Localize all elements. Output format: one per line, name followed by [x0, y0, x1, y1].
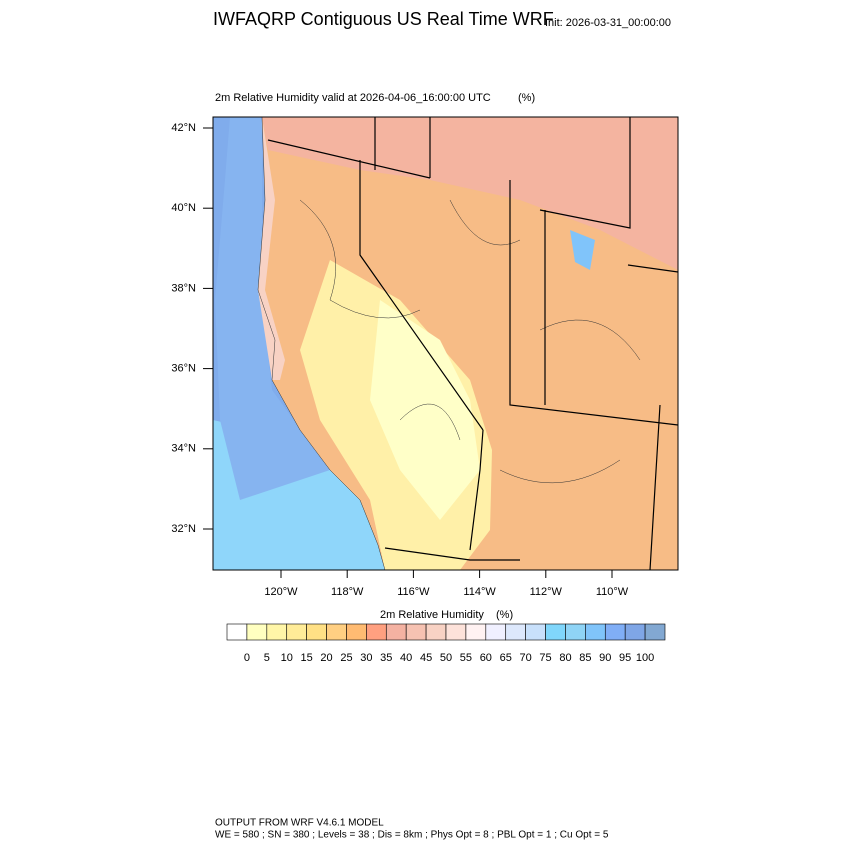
colorbar-label: 30: [360, 652, 372, 664]
colorbar-label: 80: [559, 652, 571, 664]
lat-label: 40°N: [171, 202, 196, 214]
colorbar-label: 40: [400, 652, 412, 664]
colorbar-unit: (%): [496, 609, 513, 621]
colorbar-label: 5: [264, 652, 270, 664]
colorbar-swatch: [604, 623, 626, 641]
lat-label: 38°N: [171, 282, 196, 294]
colorbar-label: 70: [520, 652, 532, 664]
init-time: Init: 2026-03-31_00:00:00: [545, 17, 671, 29]
colorbar-label: 100: [636, 652, 654, 664]
lat-label: 36°N: [171, 363, 196, 375]
colorbar-label: 50: [440, 652, 452, 664]
colorbar-label: 85: [579, 652, 591, 664]
colorbar-swatch: [644, 623, 666, 641]
colorbar-swatch: [585, 623, 606, 641]
colorbar-swatch: [445, 623, 467, 641]
colorbar-swatch: [545, 623, 566, 641]
colorbar-label: 35: [380, 652, 392, 664]
colorbar-label: 95: [619, 652, 631, 664]
colorbar-swatch: [346, 623, 367, 641]
colorbar-label: 15: [301, 652, 313, 664]
colorbar-swatch: [266, 623, 288, 641]
colorbar-swatch: [366, 623, 387, 641]
colorbar-swatch: [286, 623, 307, 641]
lat-label: 34°N: [171, 443, 196, 455]
colorbar-swatch: [525, 623, 546, 641]
colorbar-swatch: [624, 623, 646, 641]
map-frame: [212, 116, 679, 571]
colorbar-label: 0: [244, 652, 250, 664]
title: IWFAQRP Contiguous US Real Time WRF: [213, 9, 554, 29]
lon-label: 118°W: [331, 586, 364, 598]
colorbar-swatch: [226, 623, 248, 641]
subtitle: 2m Relative Humidity valid at 2026-04-06…: [215, 92, 491, 104]
colorbar-label: 25: [340, 652, 352, 664]
footer-line: OUTPUT FROM WRF V4.6.1 MODEL: [215, 818, 384, 829]
map: [213, 117, 678, 570]
colorbar-swatch: [485, 623, 507, 641]
colorbar-label: 65: [500, 652, 512, 664]
colorbar-label: 55: [460, 652, 472, 664]
colorbar-swatch: [565, 623, 586, 641]
lon-label: 120°W: [264, 586, 298, 598]
unit: (%): [518, 92, 535, 104]
lon-label: 110°W: [596, 586, 629, 598]
colorbar-label: 10: [281, 652, 293, 664]
colorbar-swatch: [306, 623, 327, 641]
footer-line: WE = 580 ; SN = 380 ; Levels = 38 ; Dis …: [215, 830, 609, 841]
colorbar-title: 2m Relative Humidity: [380, 609, 484, 621]
colorbar-swatch: [246, 623, 268, 641]
colorbar-label: 75: [539, 652, 551, 664]
colorbar-swatch: [385, 623, 407, 641]
lat-label: 42°N: [171, 122, 196, 134]
colorbar-swatch: [505, 623, 526, 641]
colorbar-label: 45: [420, 652, 432, 664]
colorbar-swatch: [326, 623, 347, 641]
colorbar-swatch: [405, 623, 427, 641]
colorbar-swatch: [465, 623, 487, 641]
lon-label: 116°W: [397, 586, 430, 598]
lon-label: 114°W: [463, 586, 496, 598]
colorbar-label: 20: [320, 652, 332, 664]
colorbar-label: 60: [480, 652, 492, 664]
colorbar-swatch: [425, 623, 447, 641]
lat-label: 32°N: [171, 523, 196, 535]
colorbar-label: 90: [599, 652, 611, 664]
lon-label: 112°W: [530, 586, 563, 598]
